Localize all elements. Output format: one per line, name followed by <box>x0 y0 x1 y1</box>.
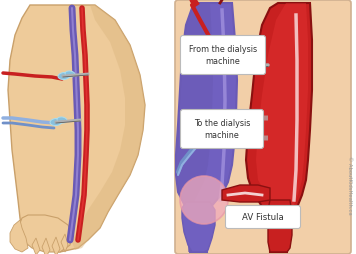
FancyBboxPatch shape <box>225 205 300 229</box>
Text: © AboutKidsHealth.ca: © AboutKidsHealth.ca <box>347 156 352 214</box>
Circle shape <box>180 176 228 224</box>
Text: From the dialysis
machine: From the dialysis machine <box>189 45 257 67</box>
Polygon shape <box>222 185 270 202</box>
Polygon shape <box>10 220 28 252</box>
Ellipse shape <box>57 117 67 123</box>
Polygon shape <box>42 238 50 254</box>
FancyArrow shape <box>250 133 268 143</box>
Polygon shape <box>246 3 312 252</box>
FancyBboxPatch shape <box>175 0 351 254</box>
Polygon shape <box>72 5 145 250</box>
Polygon shape <box>176 3 213 252</box>
FancyArrow shape <box>250 113 268 123</box>
Polygon shape <box>182 202 215 252</box>
Polygon shape <box>18 215 72 252</box>
Ellipse shape <box>50 118 62 125</box>
Ellipse shape <box>65 71 75 77</box>
Ellipse shape <box>58 72 70 80</box>
Text: To the dialysis
machine: To the dialysis machine <box>194 119 250 140</box>
Ellipse shape <box>203 124 217 132</box>
Polygon shape <box>256 3 308 252</box>
Polygon shape <box>52 237 60 254</box>
Ellipse shape <box>232 61 244 69</box>
Ellipse shape <box>214 121 226 129</box>
FancyBboxPatch shape <box>180 109 263 149</box>
FancyBboxPatch shape <box>180 36 266 74</box>
Ellipse shape <box>221 64 235 72</box>
Polygon shape <box>61 234 68 252</box>
Text: AV Fistula: AV Fistula <box>242 213 284 222</box>
Polygon shape <box>8 5 145 252</box>
Polygon shape <box>268 200 292 252</box>
Polygon shape <box>176 3 237 252</box>
Polygon shape <box>32 238 40 254</box>
